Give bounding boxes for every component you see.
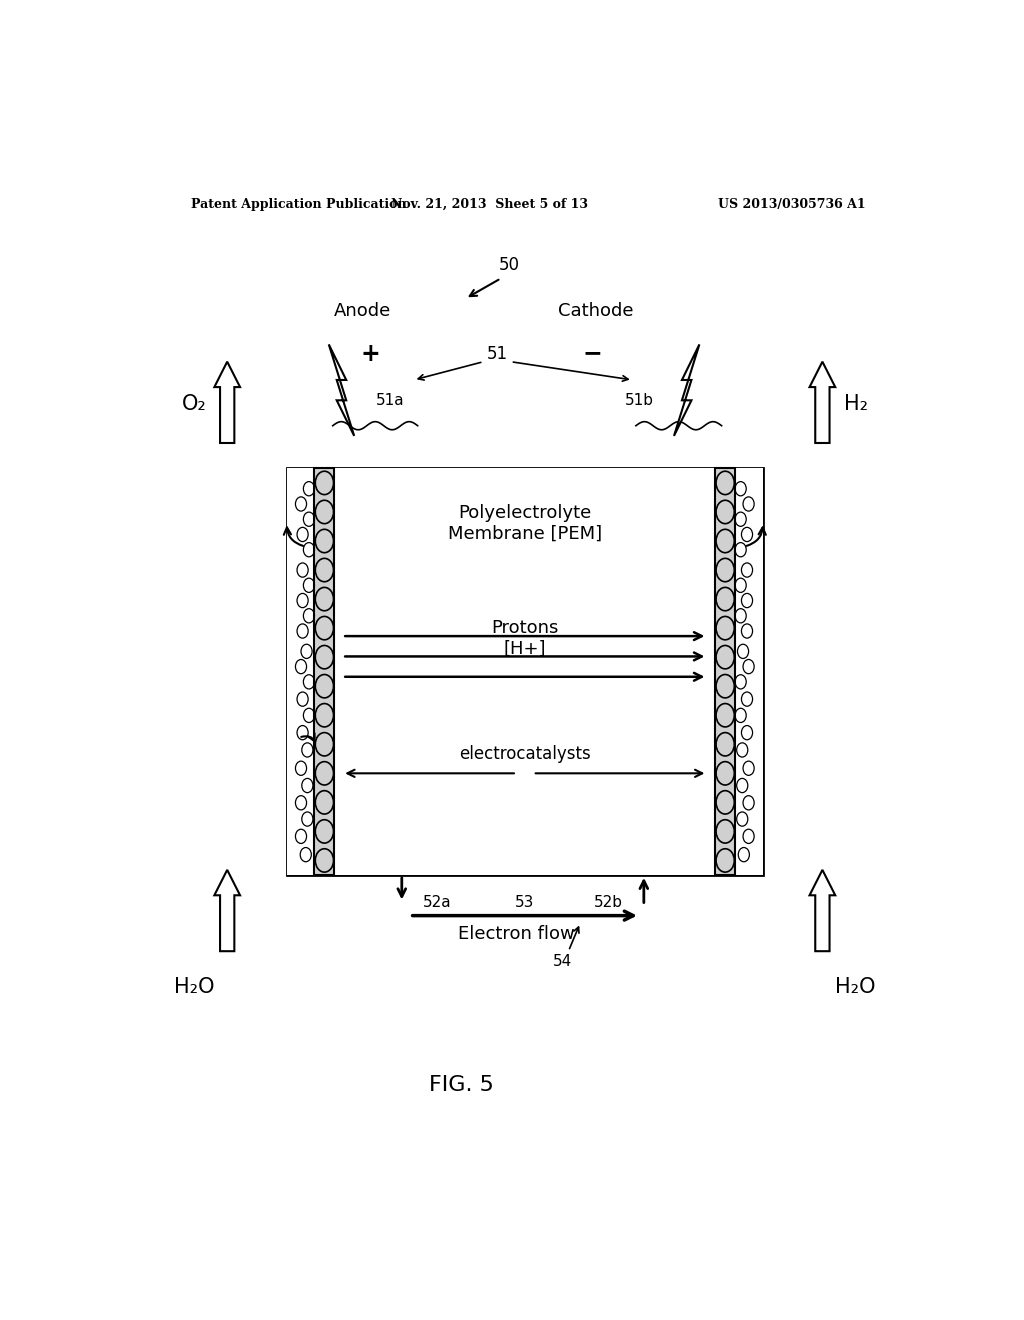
Text: H₂O: H₂O bbox=[174, 977, 214, 997]
Text: 51a: 51a bbox=[376, 393, 404, 408]
Text: Protons
[H+]: Protons [H+] bbox=[492, 619, 558, 657]
Text: 51: 51 bbox=[486, 345, 508, 363]
Polygon shape bbox=[214, 870, 240, 952]
Bar bbox=[334, 469, 715, 875]
Bar bbox=[715, 469, 735, 875]
Polygon shape bbox=[810, 870, 836, 952]
Text: 53: 53 bbox=[515, 895, 535, 909]
Text: 52b: 52b bbox=[594, 895, 623, 909]
Text: 52a: 52a bbox=[423, 895, 452, 909]
Text: Cathode: Cathode bbox=[558, 302, 634, 319]
Polygon shape bbox=[329, 345, 354, 436]
Polygon shape bbox=[214, 362, 240, 444]
Polygon shape bbox=[674, 345, 699, 436]
Text: H₂O: H₂O bbox=[836, 977, 876, 997]
Text: Electron flow: Electron flow bbox=[459, 925, 575, 942]
Text: 54: 54 bbox=[553, 954, 572, 969]
Polygon shape bbox=[810, 362, 836, 444]
Text: FIG. 5: FIG. 5 bbox=[429, 1076, 494, 1096]
Text: 50: 50 bbox=[499, 256, 519, 275]
Text: +: + bbox=[360, 342, 380, 366]
Text: −: − bbox=[583, 342, 602, 366]
Text: Nov. 21, 2013  Sheet 5 of 13: Nov. 21, 2013 Sheet 5 of 13 bbox=[390, 198, 588, 211]
Bar bbox=[735, 469, 763, 875]
Text: 51b: 51b bbox=[626, 393, 654, 408]
Text: Polyelectrolyte
Membrane [PEM]: Polyelectrolyte Membrane [PEM] bbox=[447, 504, 602, 543]
Bar bbox=[314, 469, 334, 875]
Text: electrocatalysts: electrocatalysts bbox=[459, 746, 591, 763]
Text: H₂: H₂ bbox=[844, 395, 867, 414]
Text: O₂: O₂ bbox=[181, 395, 206, 414]
Text: Anode: Anode bbox=[334, 302, 391, 319]
Text: US 2013/0305736 A1: US 2013/0305736 A1 bbox=[719, 198, 866, 211]
Text: Patent Application Publication: Patent Application Publication bbox=[191, 198, 407, 211]
Bar bbox=[287, 469, 763, 875]
Bar bbox=[287, 469, 314, 875]
